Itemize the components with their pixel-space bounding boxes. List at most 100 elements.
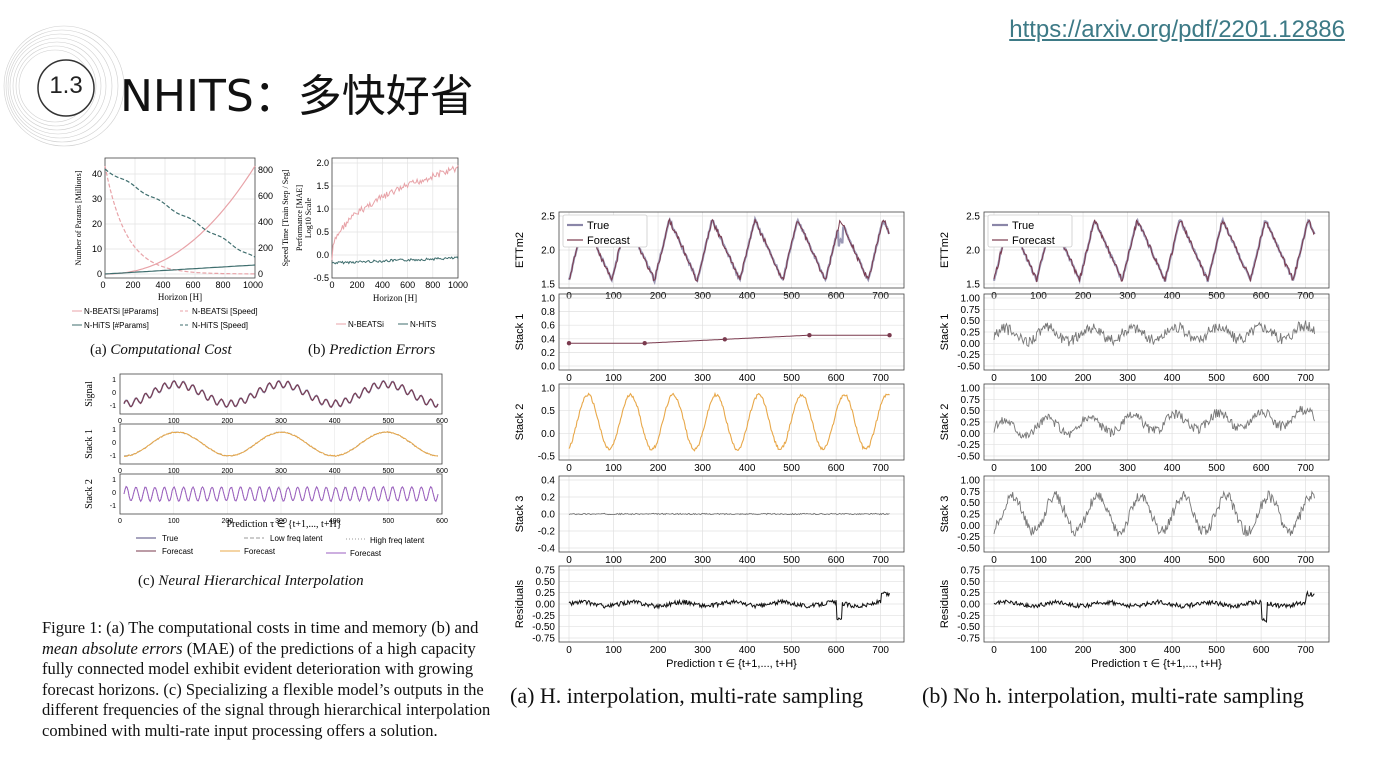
x-tick-label: 600 bbox=[828, 373, 845, 384]
y-tick-label: 0.75 bbox=[961, 305, 981, 316]
plot-frame bbox=[104, 157, 256, 279]
x-tick-label: 600 bbox=[1253, 645, 1270, 656]
caption-figure2-a: (a) H. interpolation, multi-rate samplin… bbox=[510, 683, 864, 708]
x-tick-label: 300 bbox=[694, 555, 711, 566]
section-number: 1.3 bbox=[49, 72, 83, 99]
caption-panel-a: (a) Computational Cost bbox=[90, 342, 232, 358]
y-tick-label: 1.5 bbox=[966, 280, 980, 291]
y-tick-label: 1.00 bbox=[961, 294, 981, 305]
y-tick-label: 0.8 bbox=[541, 307, 555, 318]
series-line bbox=[568, 591, 890, 621]
series-forecast bbox=[123, 485, 439, 503]
x-tick-label: 300 bbox=[275, 518, 287, 525]
x-tick-label: 600 bbox=[1253, 463, 1270, 474]
legend-item: N-HiTS [Speed] bbox=[192, 321, 248, 330]
x-tick-label: 700 bbox=[1297, 373, 1314, 384]
x-tick-label: 100 bbox=[605, 645, 622, 656]
y-tick-label: 0.0 bbox=[541, 362, 555, 373]
y-tick-label: 0.75 bbox=[536, 566, 556, 577]
y-axis-label-left: Number of Params [Millions] bbox=[74, 170, 83, 265]
x-tick-label: 0 bbox=[100, 280, 105, 290]
x-tick-label: 300 bbox=[694, 645, 711, 656]
x-tick-label: 0 bbox=[991, 373, 997, 384]
x-tick-label: 300 bbox=[1119, 373, 1136, 384]
y-tick-label: 0.2 bbox=[541, 348, 555, 359]
subplot-stack-1: Stack 1 0.0 0.2 0.4 0.6 0.8 1.0 0 100 200 300 400 50… bbox=[514, 294, 905, 384]
y-tick-label: 0.5 bbox=[316, 227, 329, 237]
y-tick-label: 0.50 bbox=[961, 577, 981, 588]
series-forecast bbox=[123, 380, 439, 409]
y-tick-label: 2.0 bbox=[316, 158, 329, 168]
x-tick-label: 300 bbox=[1119, 555, 1136, 566]
y-tick-label: -0.25 bbox=[957, 350, 980, 361]
source-link[interactable]: https://arxiv.org/pdf/2201.12886 bbox=[1009, 16, 1345, 43]
chart-figure2-panel-b: ETTm2 1.5 2.0 2.5 0 100 200 300 400 500 600 700 True… bbox=[939, 212, 1330, 670]
row-label: Stack 2 bbox=[514, 404, 526, 441]
slide-title: NHITS：多快好省 bbox=[120, 71, 474, 122]
x-tick-label: 600 bbox=[1253, 555, 1270, 566]
x-tick-label: 200 bbox=[125, 280, 140, 290]
x-tick-label: 500 bbox=[382, 418, 394, 425]
x-tick-label: 600 bbox=[436, 418, 448, 425]
subplot-stack-2: Stack 2 -0.5 0.0 0.5 1.0 0 100 200 300 400 500 600 7… bbox=[514, 384, 905, 474]
x-tick-label: 700 bbox=[872, 555, 889, 566]
y-tick-label: -0.50 bbox=[957, 452, 980, 463]
legend-item: Forecast bbox=[244, 547, 276, 556]
x-tick-label: 200 bbox=[1075, 645, 1092, 656]
caption-figure2-b: (b) No h. interpolation, multi-rate samp… bbox=[922, 683, 1304, 708]
y-tick-label: 0.0 bbox=[541, 510, 555, 521]
row-label: Stack 1 bbox=[939, 314, 951, 351]
x-tick-label: 0 bbox=[566, 463, 572, 474]
y-tick-label: 0.25 bbox=[961, 588, 981, 599]
x-tick-label: 200 bbox=[650, 463, 667, 474]
y-tick-label: -1 bbox=[110, 403, 116, 410]
x-tick-label: 500 bbox=[1208, 373, 1225, 384]
y-tick-label: 600 bbox=[258, 191, 273, 201]
x-tick-label: 400 bbox=[1164, 463, 1181, 474]
series-line bbox=[993, 320, 1315, 347]
x-tick-label: 0 bbox=[566, 645, 572, 656]
row-label: Residuals bbox=[514, 579, 526, 628]
x-tick-label: 100 bbox=[168, 468, 180, 475]
row-label: Stack 3 bbox=[514, 496, 526, 533]
x-tick-label: 500 bbox=[1208, 463, 1225, 474]
x-tick-label: 0 bbox=[566, 373, 572, 384]
series-line bbox=[568, 391, 890, 452]
series-nhits-params bbox=[104, 264, 256, 275]
x-tick-label: 400 bbox=[739, 555, 756, 566]
y-tick-label: -0.5 bbox=[313, 273, 329, 283]
x-tick-label: 1000 bbox=[448, 280, 468, 290]
x-tick-label: 700 bbox=[872, 373, 889, 384]
subplot-stack-3: Stack 3 -0.4 -0.2 0.0 0.2 0.4 0 100 200 300 400 500… bbox=[514, 476, 905, 566]
y-tick-label: 0.25 bbox=[961, 418, 981, 429]
subplot-residuals: Residuals -0.75-0.50-0.250.000.250.500.75… bbox=[939, 566, 1330, 670]
legend-item: N-BEATSi [Speed] bbox=[192, 307, 258, 316]
legend-item: Forecast bbox=[587, 235, 630, 247]
x-tick-label: 400 bbox=[375, 280, 390, 290]
x-tick-label: 400 bbox=[329, 418, 341, 425]
x-tick-label: 200 bbox=[1075, 555, 1092, 566]
legend-item: N-HiTS bbox=[410, 320, 436, 329]
legend-item: True bbox=[1012, 220, 1034, 232]
y-tick-label: 1 bbox=[112, 377, 116, 384]
y-tick-label: 0.4 bbox=[541, 334, 555, 345]
series-forecast bbox=[123, 431, 439, 458]
x-tick-label: 100 bbox=[1030, 555, 1047, 566]
x-tick-label: 100 bbox=[1030, 645, 1047, 656]
y-tick-label: -0.50 bbox=[957, 544, 980, 555]
knot-point bbox=[642, 341, 647, 346]
legend-item: Low freq latent bbox=[270, 534, 323, 543]
x-tick-label: 700 bbox=[1297, 555, 1314, 566]
y-tick-label: 1.5 bbox=[316, 181, 329, 191]
x-tick-label: 300 bbox=[275, 468, 287, 475]
y-tick-label: -0.25 bbox=[532, 611, 555, 622]
plot-frame bbox=[331, 157, 459, 279]
row-label: Stack 2 bbox=[939, 404, 951, 441]
legend-item: N-BEATSi [#Params] bbox=[84, 307, 159, 316]
y-tick-label: -0.25 bbox=[957, 611, 980, 622]
y-tick-label: -0.25 bbox=[957, 440, 980, 451]
x-tick-label: 500 bbox=[382, 518, 394, 525]
y-tick-label: 0.00 bbox=[536, 600, 556, 611]
row-label: Stack 1 bbox=[514, 314, 526, 351]
y-tick-label: 200 bbox=[258, 243, 273, 253]
